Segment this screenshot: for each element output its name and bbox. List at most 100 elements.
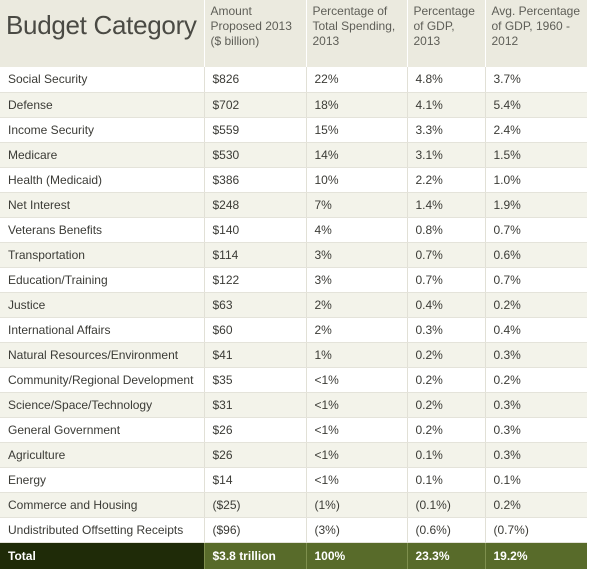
table-row: Medicare $530 14% 3.1% 1.5% <box>0 142 587 168</box>
cell-amount: ($25) <box>204 492 307 518</box>
cell-amount: $248 <box>204 192 307 218</box>
total-cell-avg-pct-gdp: 19.2% <box>485 542 587 569</box>
cell-avg-pct-gdp: 0.3% <box>485 342 587 368</box>
cell-amount: $702 <box>204 92 307 118</box>
table-row: Net Interest $248 7% 1.4% 1.9% <box>0 192 587 218</box>
cell-pct-spending: <1% <box>306 417 408 443</box>
header-percentage-of-spending: Percentage of Total Spending, 2013 <box>306 0 408 67</box>
cell-pct-spending: <1% <box>306 467 408 493</box>
cell-pct-spending: (3%) <box>306 517 408 543</box>
cell-amount: $35 <box>204 367 307 393</box>
cell-amount: $826 <box>204 67 307 93</box>
table-row: Natural Resources/Environment $41 1% 0.2% 0.… <box>0 342 587 368</box>
cell-pct-spending: 4% <box>306 217 408 243</box>
cell-amount: ($96) <box>204 517 307 543</box>
cell-avg-pct-gdp: 5.4% <box>485 92 587 118</box>
cell-pct-spending: <1% <box>306 442 408 468</box>
cell-category: General Government <box>0 417 205 443</box>
cell-pct-spending: 3% <box>306 242 408 268</box>
cell-pct-gdp: 4.8% <box>407 67 486 93</box>
cell-amount: $31 <box>204 392 307 418</box>
cell-pct-spending: <1% <box>306 392 408 418</box>
cell-amount: $26 <box>204 442 307 468</box>
cell-pct-gdp: (0.1%) <box>407 492 486 518</box>
cell-avg-pct-gdp: 3.7% <box>485 67 587 93</box>
cell-pct-gdp: 1.4% <box>407 192 486 218</box>
cell-pct-spending: 7% <box>306 192 408 218</box>
cell-category: Energy <box>0 467 205 493</box>
total-cell-pct-gdp: 23.3% <box>407 542 486 569</box>
cell-pct-gdp: 0.7% <box>407 242 486 268</box>
cell-avg-pct-gdp: 0.3% <box>485 442 587 468</box>
cell-pct-spending: 15% <box>306 117 408 143</box>
cell-amount: $386 <box>204 167 307 193</box>
cell-avg-pct-gdp: 0.2% <box>485 492 587 518</box>
table-row: Science/Space/Technology $31 <1% 0.2% 0.3% <box>0 392 587 418</box>
cell-category: Veterans Benefits <box>0 217 205 243</box>
cell-category: Education/Training <box>0 267 205 293</box>
cell-category: Justice <box>0 292 205 318</box>
table-row: Justice $63 2% 0.4% 0.2% <box>0 292 587 318</box>
table-body: Social Security $826 22% 4.8% 3.7% Defense $70… <box>0 67 587 569</box>
cell-amount: $140 <box>204 217 307 243</box>
cell-avg-pct-gdp: 1.9% <box>485 192 587 218</box>
cell-pct-gdp: 0.2% <box>407 367 486 393</box>
table-row: Veterans Benefits $140 4% 0.8% 0.7% <box>0 217 587 243</box>
table-row: Energy $14 <1% 0.1% 0.1% <box>0 467 587 493</box>
cell-amount: $14 <box>204 467 307 493</box>
header-amount-proposed: Amount Proposed 2013 ($ billion) <box>204 0 307 67</box>
cell-amount: $63 <box>204 292 307 318</box>
cell-pct-gdp: 0.2% <box>407 342 486 368</box>
cell-avg-pct-gdp: 0.2% <box>485 292 587 318</box>
total-cell-pct-spending: 100% <box>306 542 408 569</box>
total-cell-amount: $3.8 trillion <box>204 542 307 569</box>
cell-pct-gdp: 3.3% <box>407 117 486 143</box>
cell-avg-pct-gdp: 0.7% <box>485 217 587 243</box>
cell-category: International Affairs <box>0 317 205 343</box>
cell-category: Science/Space/Technology <box>0 392 205 418</box>
cell-category: Medicare <box>0 142 205 168</box>
cell-avg-pct-gdp: 2.4% <box>485 117 587 143</box>
cell-avg-pct-gdp: 0.4% <box>485 317 587 343</box>
cell-pct-spending: (1%) <box>306 492 408 518</box>
cell-amount: $559 <box>204 117 307 143</box>
table-header-row: Budget Category Amount Proposed 2013 ($ … <box>0 0 587 67</box>
table-row: Transportation $114 3% 0.7% 0.6% <box>0 242 587 268</box>
cell-avg-pct-gdp: 1.0% <box>485 167 587 193</box>
table-row: General Government $26 <1% 0.2% 0.3% <box>0 417 587 443</box>
header-avg-percentage-of-gdp: Avg. Percentage of GDP, 1960 - 2012 <box>485 0 587 67</box>
table-row: Agriculture $26 <1% 0.1% 0.3% <box>0 442 587 468</box>
cell-pct-gdp: 3.1% <box>407 142 486 168</box>
cell-avg-pct-gdp: 0.6% <box>485 242 587 268</box>
cell-avg-pct-gdp: 0.3% <box>485 392 587 418</box>
cell-category: Defense <box>0 92 205 118</box>
cell-pct-spending: 10% <box>306 167 408 193</box>
cell-pct-gdp: 0.3% <box>407 317 486 343</box>
cell-amount: $530 <box>204 142 307 168</box>
cell-amount: $114 <box>204 242 307 268</box>
cell-pct-gdp: 0.1% <box>407 442 486 468</box>
cell-pct-spending: <1% <box>306 367 408 393</box>
table-row: Community/Regional Development $35 <1% 0.2%… <box>0 367 587 393</box>
cell-pct-gdp: 0.2% <box>407 417 486 443</box>
cell-category: Income Security <box>0 117 205 143</box>
cell-category: Natural Resources/Environment <box>0 342 205 368</box>
cell-avg-pct-gdp: 0.1% <box>485 467 587 493</box>
header-percentage-of-gdp: Percentage of GDP, 2013 <box>407 0 486 67</box>
cell-amount: $122 <box>204 267 307 293</box>
table-row: Income Security $559 15% 3.3% 2.4% <box>0 117 587 143</box>
cell-pct-gdp: 0.7% <box>407 267 486 293</box>
table-row: Health (Medicaid) $386 10% 2.2% 1.0% <box>0 167 587 193</box>
table-row: Education/Training $122 3% 0.7% 0.7% <box>0 267 587 293</box>
cell-avg-pct-gdp: 0.2% <box>485 367 587 393</box>
cell-pct-spending: 3% <box>306 267 408 293</box>
cell-pct-spending: 2% <box>306 317 408 343</box>
cell-pct-spending: 1% <box>306 342 408 368</box>
table-row: Social Security $826 22% 4.8% 3.7% <box>0 67 587 93</box>
cell-pct-gdp: (0.6%) <box>407 517 486 543</box>
cell-amount: $26 <box>204 417 307 443</box>
cell-category: Community/Regional Development <box>0 367 205 393</box>
cell-category: Health (Medicaid) <box>0 167 205 193</box>
